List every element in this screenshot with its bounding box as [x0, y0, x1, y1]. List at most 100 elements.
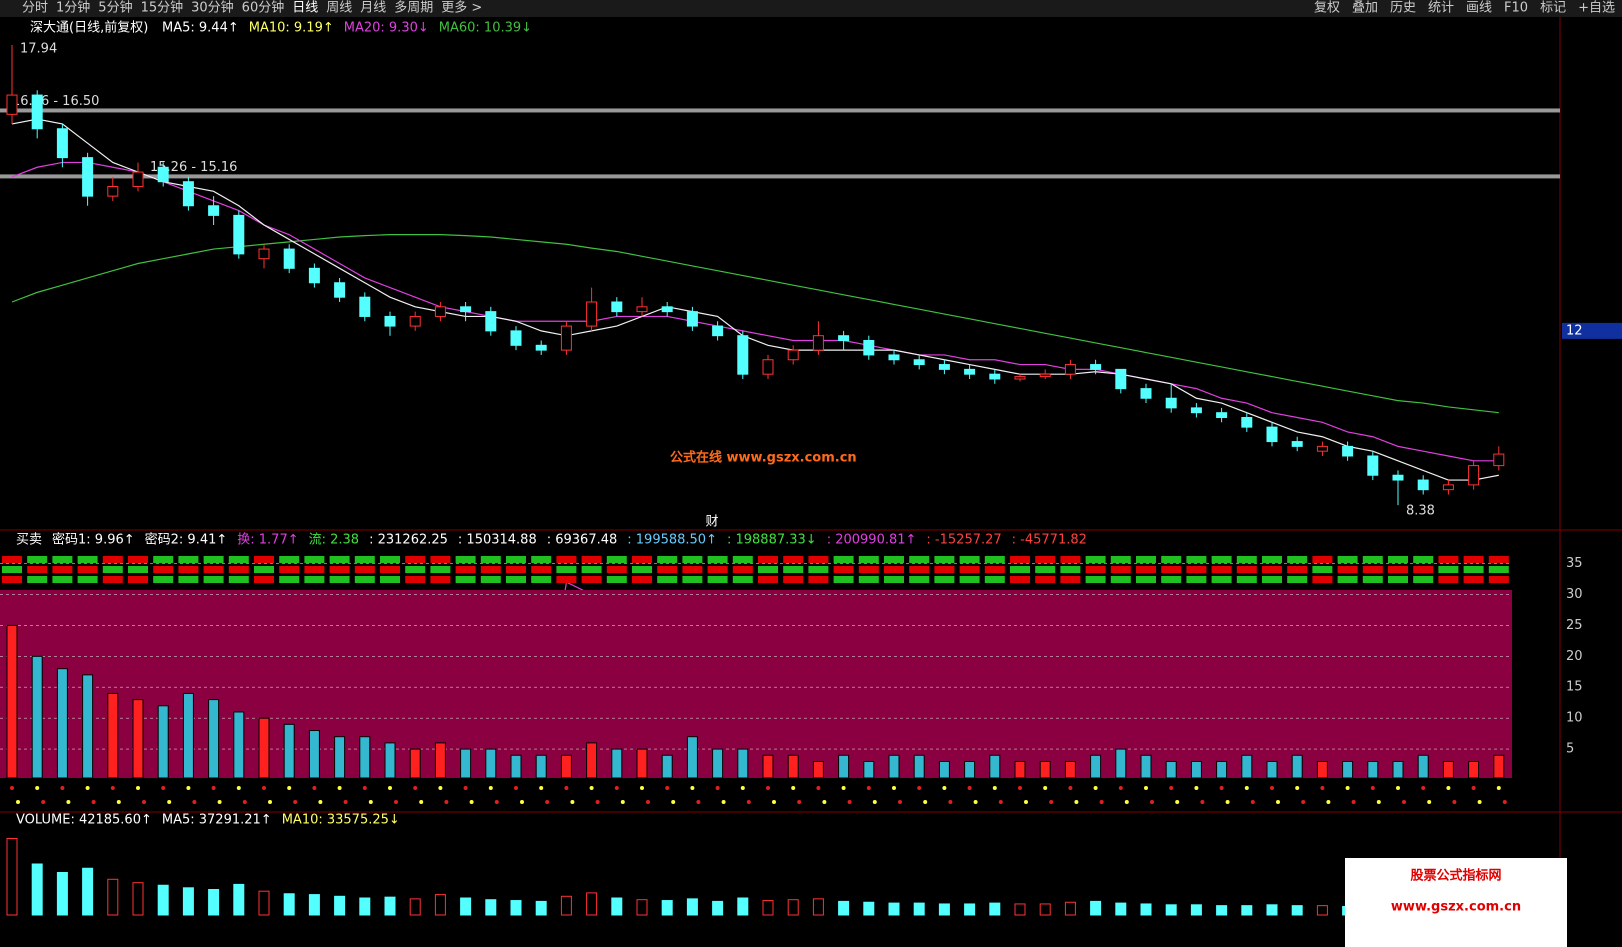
- indicator-bar: [1316, 760, 1328, 779]
- toolbar-tab[interactable]: 60分钟: [242, 0, 285, 16]
- toolbar-tab[interactable]: 1分钟: [56, 0, 90, 16]
- signal-cell: [27, 556, 48, 563]
- indicator-bar: [56, 668, 68, 779]
- candle-body: [434, 306, 446, 317]
- y-tick-label: 12: [1566, 323, 1583, 338]
- candle-body: [157, 166, 169, 183]
- signal-cell: [531, 576, 552, 583]
- indicator-bar: [737, 748, 749, 779]
- signal-dot: [167, 800, 172, 804]
- candle-body: [384, 315, 396, 327]
- candle-body: [334, 282, 346, 298]
- indicator-label: : 150314.88: [458, 533, 537, 548]
- toolbar-button[interactable]: F10: [1504, 1, 1528, 16]
- signal-cell: [405, 556, 426, 563]
- indicator-bar: [6, 624, 18, 779]
- toolbar-button[interactable]: 复权: [1314, 0, 1340, 16]
- y-tick-label: 10: [1566, 711, 1583, 726]
- signal-cell: [405, 566, 426, 573]
- signal-dot: [293, 800, 298, 804]
- toolbar-tab[interactable]: 5分钟: [98, 0, 132, 16]
- toolbar-tab[interactable]: 周线: [326, 1, 352, 16]
- indicator-bar: [359, 736, 371, 779]
- signal-dot: [413, 786, 418, 790]
- toolbar-button[interactable]: +自选: [1578, 1, 1615, 16]
- toolbar-tab[interactable]: 月线: [360, 1, 386, 16]
- signal-cell: [858, 576, 879, 583]
- signal-dot: [1049, 800, 1054, 804]
- candle-body: [1392, 474, 1404, 481]
- signal-cell: [52, 566, 73, 573]
- toolbar-button[interactable]: 标记: [1540, 1, 1566, 16]
- signal-cell: [1438, 566, 1459, 573]
- toolbar-tab[interactable]: 分时: [22, 1, 48, 16]
- candle-body: [712, 325, 724, 337]
- candle-body: [82, 157, 94, 197]
- toolbar-tab[interactable]: 30分钟: [191, 0, 234, 16]
- indicator-bar: [863, 760, 875, 779]
- volume-bar: [56, 872, 68, 916]
- candle-body: [1493, 453, 1505, 467]
- signal-cell: [732, 566, 753, 573]
- signal-cell: [1287, 576, 1308, 583]
- signal-cell: [354, 556, 375, 563]
- signal-cell: [102, 566, 123, 573]
- volume-bar: [938, 903, 950, 916]
- signal-cell: [228, 576, 249, 583]
- signal-cell: [279, 566, 300, 573]
- y-tick-label: 5: [1566, 742, 1574, 757]
- signal-dot: [948, 800, 953, 804]
- candle-body: [283, 248, 295, 269]
- signal-cell: [1236, 556, 1257, 563]
- signal-cell: [1136, 556, 1156, 563]
- toolbar-button[interactable]: 画线: [1466, 1, 1492, 16]
- signal-dot: [1068, 786, 1073, 790]
- indicator-bar: [1165, 760, 1177, 779]
- toolbar-button[interactable]: 历史: [1390, 1, 1416, 16]
- toolbar-bg: [0, 0, 1622, 17]
- toolbar-tab[interactable]: 日线: [292, 1, 318, 16]
- toolbar-button[interactable]: 统计: [1428, 1, 1454, 16]
- volume-bar: [611, 897, 623, 916]
- indicator-bar: [1039, 760, 1051, 779]
- signal-cell: [228, 566, 249, 573]
- signal-cell: [858, 566, 879, 573]
- toolbar-button[interactable]: 叠加: [1352, 1, 1378, 16]
- signal-dot: [992, 786, 997, 790]
- signal-dot: [192, 800, 197, 804]
- toolbar-tab[interactable]: 多周期: [394, 0, 433, 16]
- candle-body: [737, 335, 749, 375]
- candle-body: [208, 205, 220, 216]
- signal-cell: [606, 576, 627, 583]
- signal-cell: [1110, 576, 1131, 583]
- signal-cell: [304, 576, 325, 583]
- indicator-bar: [409, 748, 421, 779]
- signal-cell: [934, 576, 955, 583]
- candle-body: [1367, 455, 1379, 476]
- signal-cell: [581, 566, 602, 573]
- indicator-bar: [1442, 760, 1454, 779]
- signal-dot: [136, 786, 140, 790]
- signal-dot: [1018, 786, 1022, 790]
- signal-cell: [783, 566, 804, 573]
- candle-body: [1115, 368, 1127, 390]
- signal-cell: [909, 566, 930, 573]
- candle-body: [863, 340, 875, 356]
- signal-cell: [254, 556, 274, 563]
- volume-bar: [1039, 903, 1051, 916]
- signal-dot: [1326, 800, 1331, 804]
- volume-bar: [1190, 904, 1202, 916]
- indicator-bar: [208, 699, 220, 779]
- signal-cell: [329, 566, 350, 573]
- signal-dot: [469, 800, 474, 804]
- signal-cell: [833, 576, 854, 583]
- signal-dot: [1295, 786, 1300, 790]
- indicator-bar: [535, 754, 547, 779]
- toolbar-tab[interactable]: 15分钟: [141, 0, 184, 16]
- signal-cell: [1060, 576, 1081, 583]
- signal-dot: [1194, 786, 1199, 790]
- volume-bar: [712, 900, 724, 916]
- signal-dot: [690, 786, 695, 790]
- ma20-line: [11, 161, 1499, 462]
- toolbar-tab[interactable]: 更多 >: [441, 0, 482, 16]
